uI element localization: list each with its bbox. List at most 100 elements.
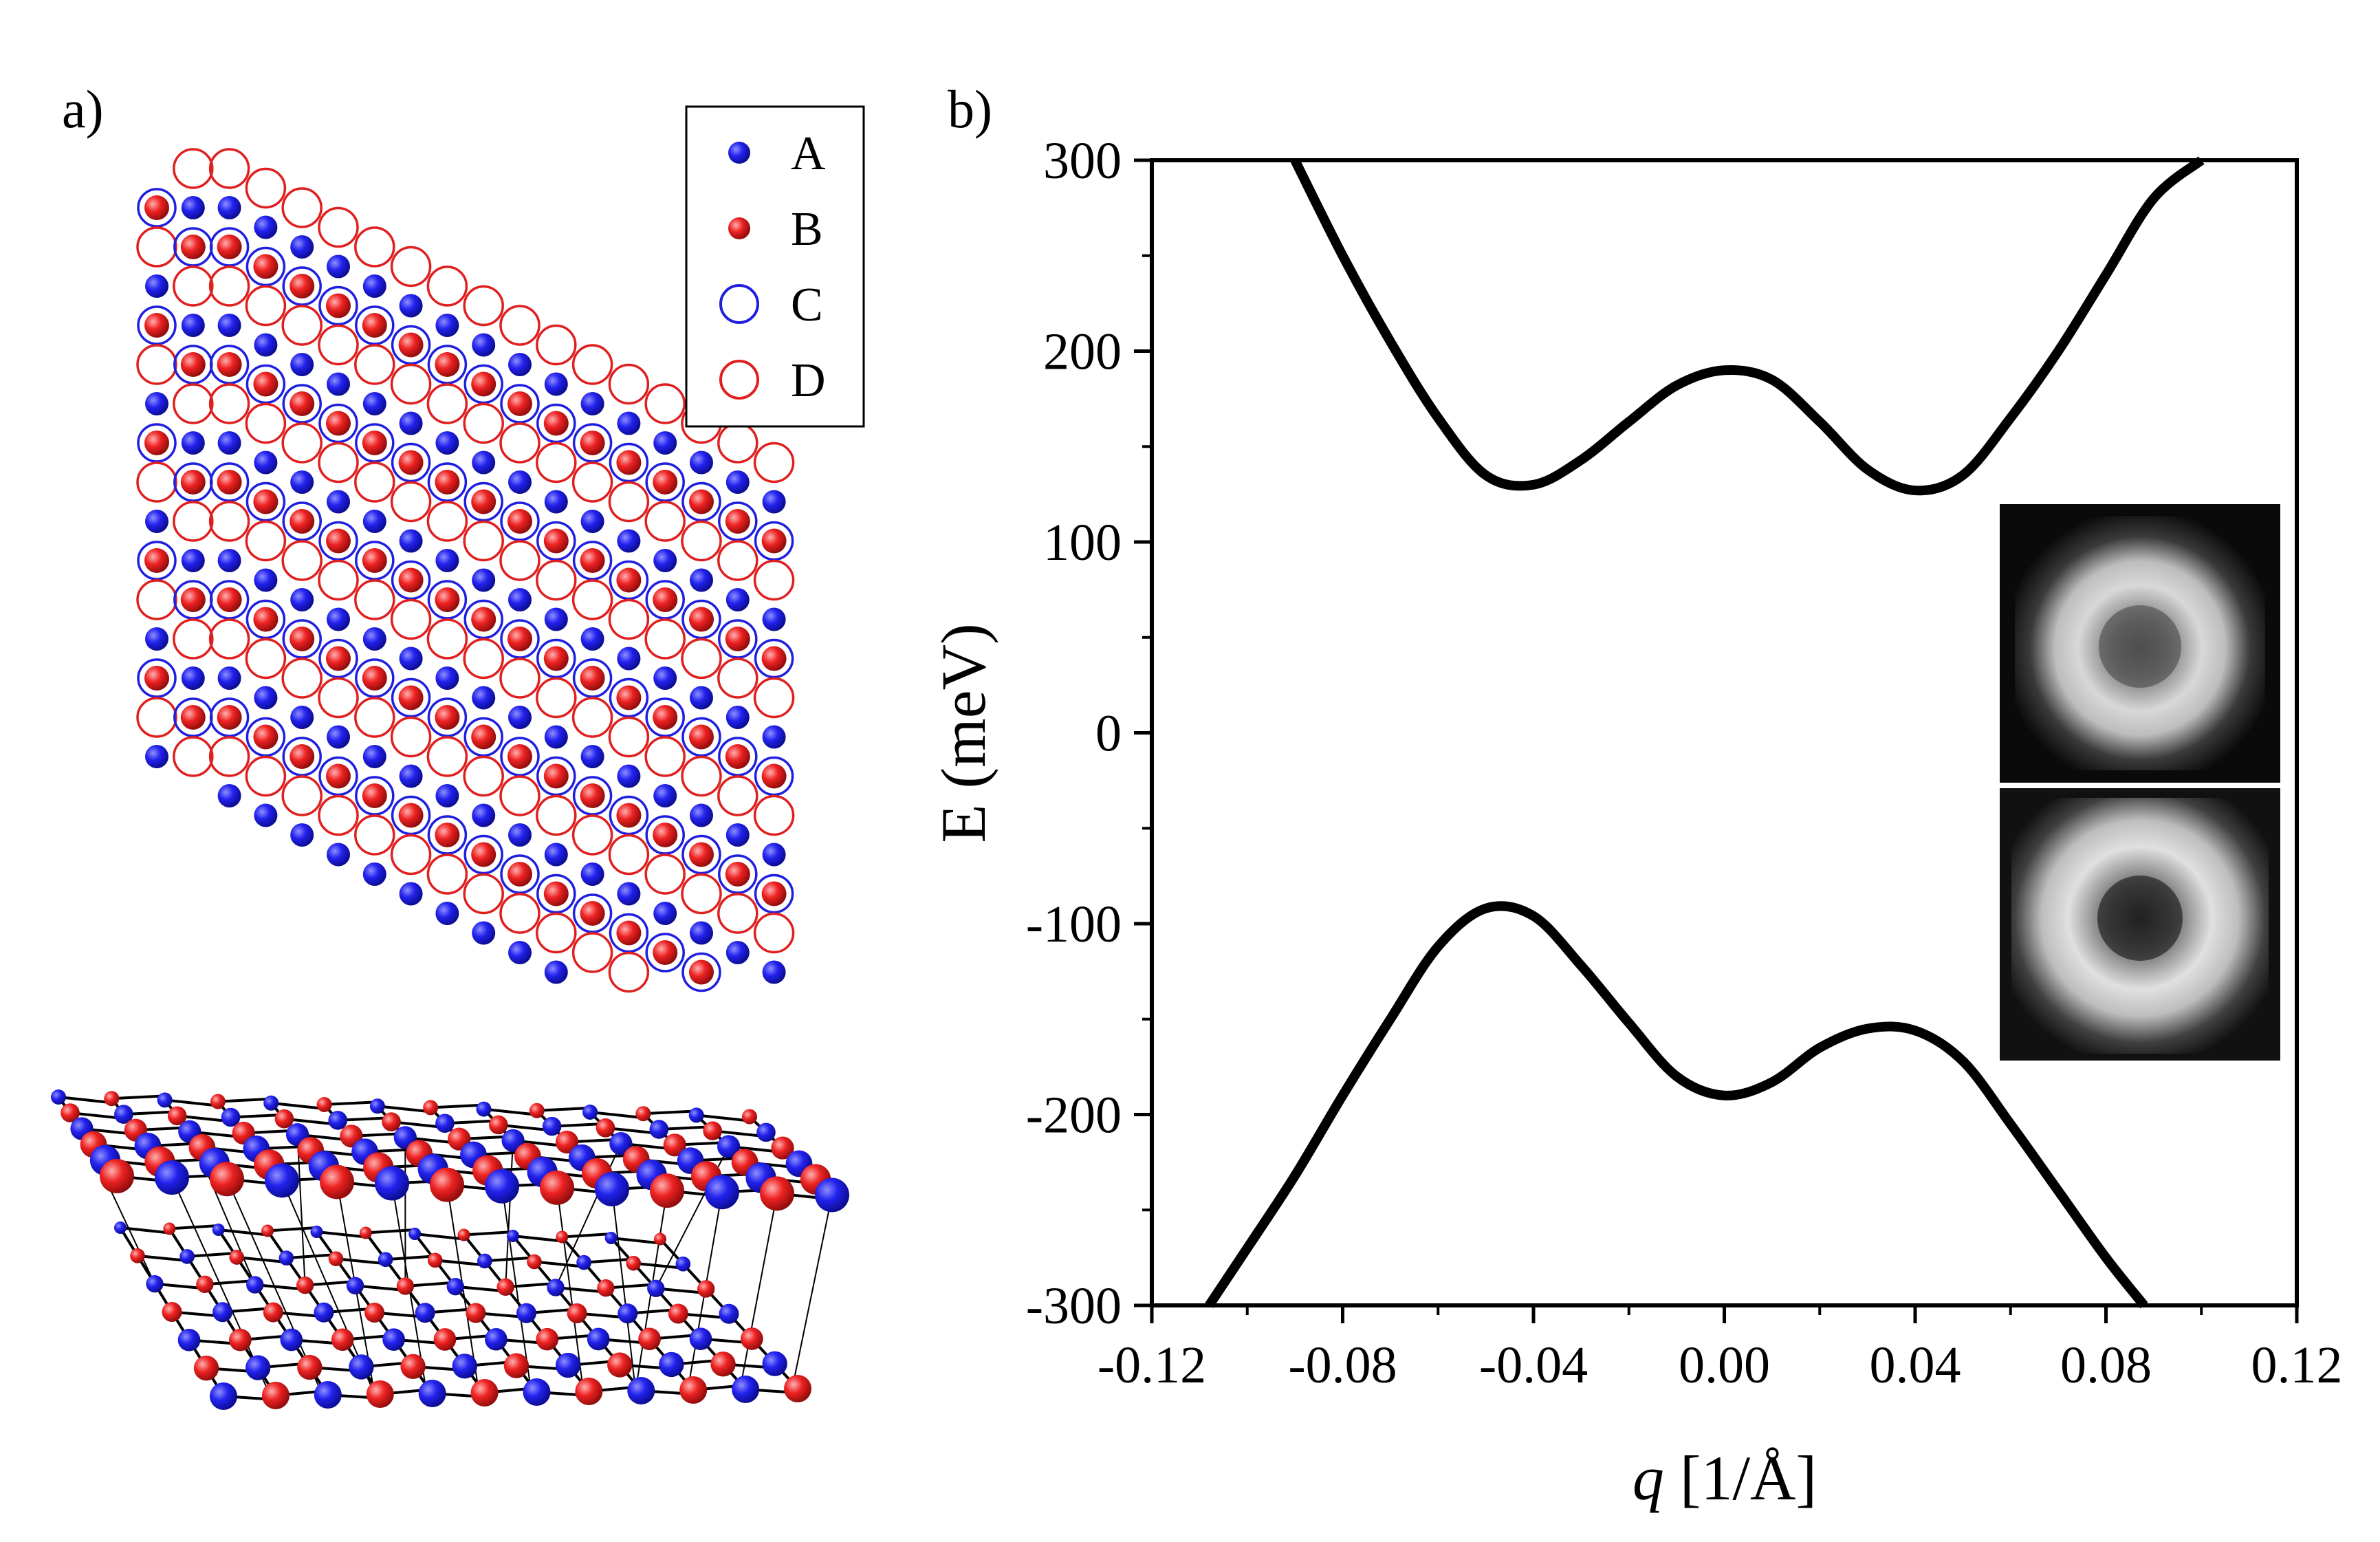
y-tick-label: -100 — [1026, 895, 1122, 953]
legend-item: D — [719, 354, 826, 407]
atom-b — [180, 587, 206, 612]
atom-b — [654, 1232, 666, 1246]
site-c — [318, 756, 358, 796]
site-c — [718, 737, 758, 777]
lattice-bond — [218, 1228, 268, 1237]
atom-b — [253, 607, 279, 632]
atom-a — [690, 568, 713, 592]
site-c — [645, 933, 685, 973]
site-c — [536, 638, 576, 679]
site-d — [644, 736, 686, 777]
y-tick-label: 300 — [1043, 132, 1122, 190]
site-d — [136, 461, 177, 503]
site-c — [500, 384, 540, 424]
atom-b — [144, 431, 169, 455]
atom-b — [471, 489, 496, 514]
site-c — [209, 227, 250, 267]
atom-a — [653, 902, 677, 925]
site-d — [426, 736, 468, 777]
lattice-bond — [316, 1230, 367, 1239]
atom-a — [582, 1105, 598, 1120]
site-c — [645, 462, 685, 502]
atom-a — [762, 725, 786, 749]
lattice-bond — [463, 1230, 514, 1237]
atom-b — [567, 1303, 587, 1323]
lattice-top-view — [136, 148, 795, 993]
atom-a — [210, 1382, 237, 1410]
site-c — [572, 423, 613, 463]
atom-a — [762, 960, 786, 984]
atom-a — [725, 470, 750, 494]
site-d — [499, 893, 541, 934]
atom-b — [580, 783, 605, 808]
site-d — [717, 893, 758, 934]
atom-b — [326, 293, 351, 318]
atom-a — [145, 627, 168, 651]
atom-a — [649, 1120, 669, 1139]
atom-b — [616, 450, 642, 475]
site-d — [390, 716, 432, 758]
atom-a — [544, 490, 568, 514]
atom-a — [382, 1328, 405, 1351]
atom-b — [580, 666, 605, 691]
interlayer-bond — [739, 1193, 778, 1390]
lattice-bond — [430, 1103, 484, 1109]
site-c — [754, 638, 794, 679]
site-c — [355, 776, 395, 816]
site-c — [427, 345, 468, 384]
atom-b — [536, 1327, 559, 1351]
site-d — [281, 187, 323, 228]
atom-a — [617, 647, 641, 671]
lattice-bond — [484, 1256, 535, 1263]
atom-a — [756, 1122, 776, 1142]
y-tick-label: -300 — [1026, 1277, 1122, 1335]
site-d — [536, 442, 577, 484]
inset-divider — [2000, 783, 2280, 788]
site-c — [209, 580, 250, 620]
atom-b — [507, 744, 532, 769]
atom-a — [349, 1354, 374, 1380]
atom-b — [290, 744, 315, 769]
site-d — [644, 618, 686, 660]
x-tick-label: 0.04 — [1870, 1336, 1961, 1394]
legend-marker — [719, 360, 759, 400]
site-c — [754, 873, 794, 914]
atom-a — [145, 274, 168, 298]
atom-b — [167, 1106, 187, 1126]
atom-a — [689, 1327, 712, 1350]
site-d — [245, 638, 287, 680]
atom-a — [418, 1380, 446, 1407]
site-c — [282, 501, 322, 541]
site-d — [608, 598, 650, 640]
atom-b — [668, 1303, 688, 1324]
atom-a — [290, 706, 314, 729]
atom-b — [761, 881, 787, 906]
lattice-bond — [589, 1111, 644, 1120]
site-d — [571, 697, 613, 738]
lattice-bond — [377, 1105, 431, 1114]
atom-a — [580, 392, 604, 415]
atom-b — [703, 1121, 722, 1140]
site-d — [608, 834, 650, 876]
atom-b — [253, 724, 279, 750]
atom-b — [180, 352, 206, 377]
atom-a — [705, 1175, 739, 1210]
atom-a — [362, 392, 386, 415]
atom-a — [653, 784, 677, 807]
panel-b-label: b) — [948, 79, 992, 139]
atom-b — [362, 666, 387, 691]
site-c — [754, 521, 794, 561]
atom-a — [362, 627, 386, 651]
atom-b — [290, 627, 315, 651]
site-d — [281, 658, 323, 699]
atom-a — [399, 411, 423, 435]
upper-band-line — [1290, 156, 2205, 496]
site-c — [718, 854, 758, 894]
legend-marker — [728, 142, 750, 164]
lattice-bond — [324, 1100, 378, 1106]
inset-bottom — [2000, 788, 2280, 1061]
site-d — [208, 148, 250, 189]
atom-b — [435, 823, 460, 847]
site-d — [354, 344, 395, 385]
